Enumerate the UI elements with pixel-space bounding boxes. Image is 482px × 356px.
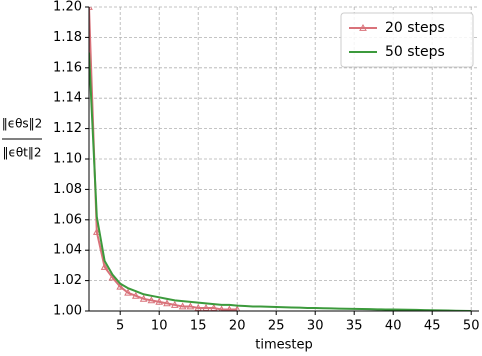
x-tick-label: 35 bbox=[346, 319, 363, 334]
legend: 20 steps 50 steps bbox=[340, 12, 474, 68]
point-marker bbox=[209, 303, 218, 311]
x-tick-label: 20 bbox=[229, 319, 246, 334]
y-tick-label: 1.00 bbox=[53, 304, 82, 319]
point-marker bbox=[116, 282, 125, 290]
x-tick-label: 50 bbox=[463, 319, 480, 334]
y-tick-label: 1.02 bbox=[53, 273, 82, 288]
x-tick-label: 25 bbox=[268, 319, 285, 334]
y-tick-label: 1.20 bbox=[53, 0, 82, 15]
x-tick-label: 10 bbox=[151, 319, 168, 334]
point-marker bbox=[178, 302, 187, 310]
y-tick-label: 1.14 bbox=[53, 91, 82, 106]
x-tick-label: 15 bbox=[190, 319, 207, 334]
y-tick-label: 1.08 bbox=[53, 182, 82, 197]
point-marker bbox=[92, 227, 101, 235]
point-marker bbox=[202, 303, 210, 311]
legend-label: 20 steps bbox=[385, 20, 445, 36]
legend-box bbox=[340, 12, 474, 68]
x-tick-label: 40 bbox=[385, 319, 402, 334]
point-marker bbox=[170, 300, 179, 308]
y-tick-label: 1.06 bbox=[53, 212, 82, 227]
y-tick-label: 1.04 bbox=[53, 243, 82, 258]
legend-marker bbox=[359, 23, 367, 31]
point-marker bbox=[100, 262, 109, 270]
y-axis-label-numerator: ‖ϵθs‖2 bbox=[2, 117, 43, 131]
y-tick-label: 1.16 bbox=[53, 60, 82, 75]
data-layer bbox=[89, 7, 472, 311]
x-tick-label: 30 bbox=[307, 319, 324, 334]
y-tick-label: 1.10 bbox=[53, 152, 82, 167]
point-marker bbox=[163, 299, 171, 307]
point-marker bbox=[234, 305, 241, 311]
point-marker bbox=[218, 305, 225, 311]
series-line bbox=[89, 7, 238, 311]
point-marker bbox=[139, 294, 148, 302]
series-line bbox=[89, 52, 472, 311]
point-marker bbox=[194, 303, 203, 311]
x-tick-label: 5 bbox=[116, 319, 124, 334]
point-marker bbox=[186, 302, 195, 310]
point-marker bbox=[147, 296, 156, 304]
x-axis-label: timestep bbox=[255, 338, 313, 353]
point-marker bbox=[155, 297, 164, 305]
y-axis-label-denominator: ‖ϵθt‖2 bbox=[2, 146, 41, 160]
legend-label: 50 steps bbox=[385, 44, 445, 60]
y-tick-label: 1.18 bbox=[53, 30, 82, 45]
point-marker bbox=[124, 288, 132, 296]
y-tick-label: 1.12 bbox=[53, 121, 82, 136]
point-marker bbox=[131, 291, 140, 299]
point-marker bbox=[226, 305, 233, 311]
x-tick-label: 45 bbox=[424, 319, 441, 334]
